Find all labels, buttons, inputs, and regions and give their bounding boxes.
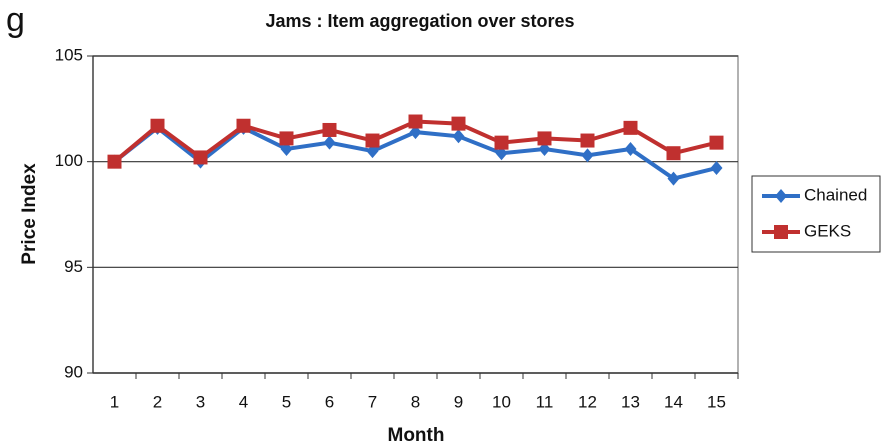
point (580, 133, 595, 148)
point (366, 144, 379, 159)
point (452, 129, 465, 144)
point (581, 148, 594, 163)
point (537, 131, 552, 146)
point (775, 189, 787, 203)
point (323, 135, 336, 150)
point (279, 131, 294, 146)
x-tick-label: 13 (621, 392, 640, 411)
point (280, 141, 293, 156)
x-tick-label: 1 (110, 392, 119, 411)
y-tick-label: 100 (55, 151, 83, 170)
point (709, 135, 724, 150)
point (322, 122, 337, 137)
point (408, 114, 423, 129)
point (624, 141, 637, 156)
x-tick-label: 3 (196, 392, 205, 411)
y-tick-label: 90 (64, 362, 83, 381)
x-tick-label: 12 (578, 392, 597, 411)
point (193, 150, 208, 165)
x-axis-label: Month (388, 425, 445, 446)
x-tick-label: 7 (368, 392, 377, 411)
legend-label: Chained (804, 185, 867, 204)
y-tick-label: 105 (55, 45, 83, 64)
point (495, 146, 508, 161)
point (365, 133, 380, 148)
point (710, 161, 723, 176)
point (538, 141, 551, 156)
point (623, 120, 638, 135)
panel-label: g (6, 1, 25, 39)
point (107, 154, 122, 169)
x-tick-label: 4 (239, 392, 248, 411)
x-tick-label: 15 (707, 392, 726, 411)
point (409, 125, 422, 140)
chart-title: Jams : Item aggregation over stores (265, 11, 574, 31)
point (494, 135, 509, 150)
point (667, 171, 680, 186)
x-tick-label: 9 (454, 392, 463, 411)
y-tick-label: 95 (64, 257, 83, 276)
legend-label: GEKS (804, 221, 851, 240)
point (451, 116, 466, 131)
x-tick-label: 8 (411, 392, 420, 411)
plot-frame (92, 55, 739, 374)
y-axis-label: Price Index (19, 163, 40, 265)
point (150, 118, 165, 133)
point (666, 146, 681, 161)
point (774, 225, 788, 239)
x-tick-label: 2 (153, 392, 162, 411)
x-tick-label: 6 (325, 392, 334, 411)
x-tick-label: 14 (664, 392, 683, 411)
x-tick-label: 11 (536, 392, 554, 411)
x-tick-label: 10 (492, 392, 511, 411)
point (236, 118, 251, 133)
x-tick-label: 5 (282, 392, 291, 411)
legend-box (751, 175, 881, 253)
